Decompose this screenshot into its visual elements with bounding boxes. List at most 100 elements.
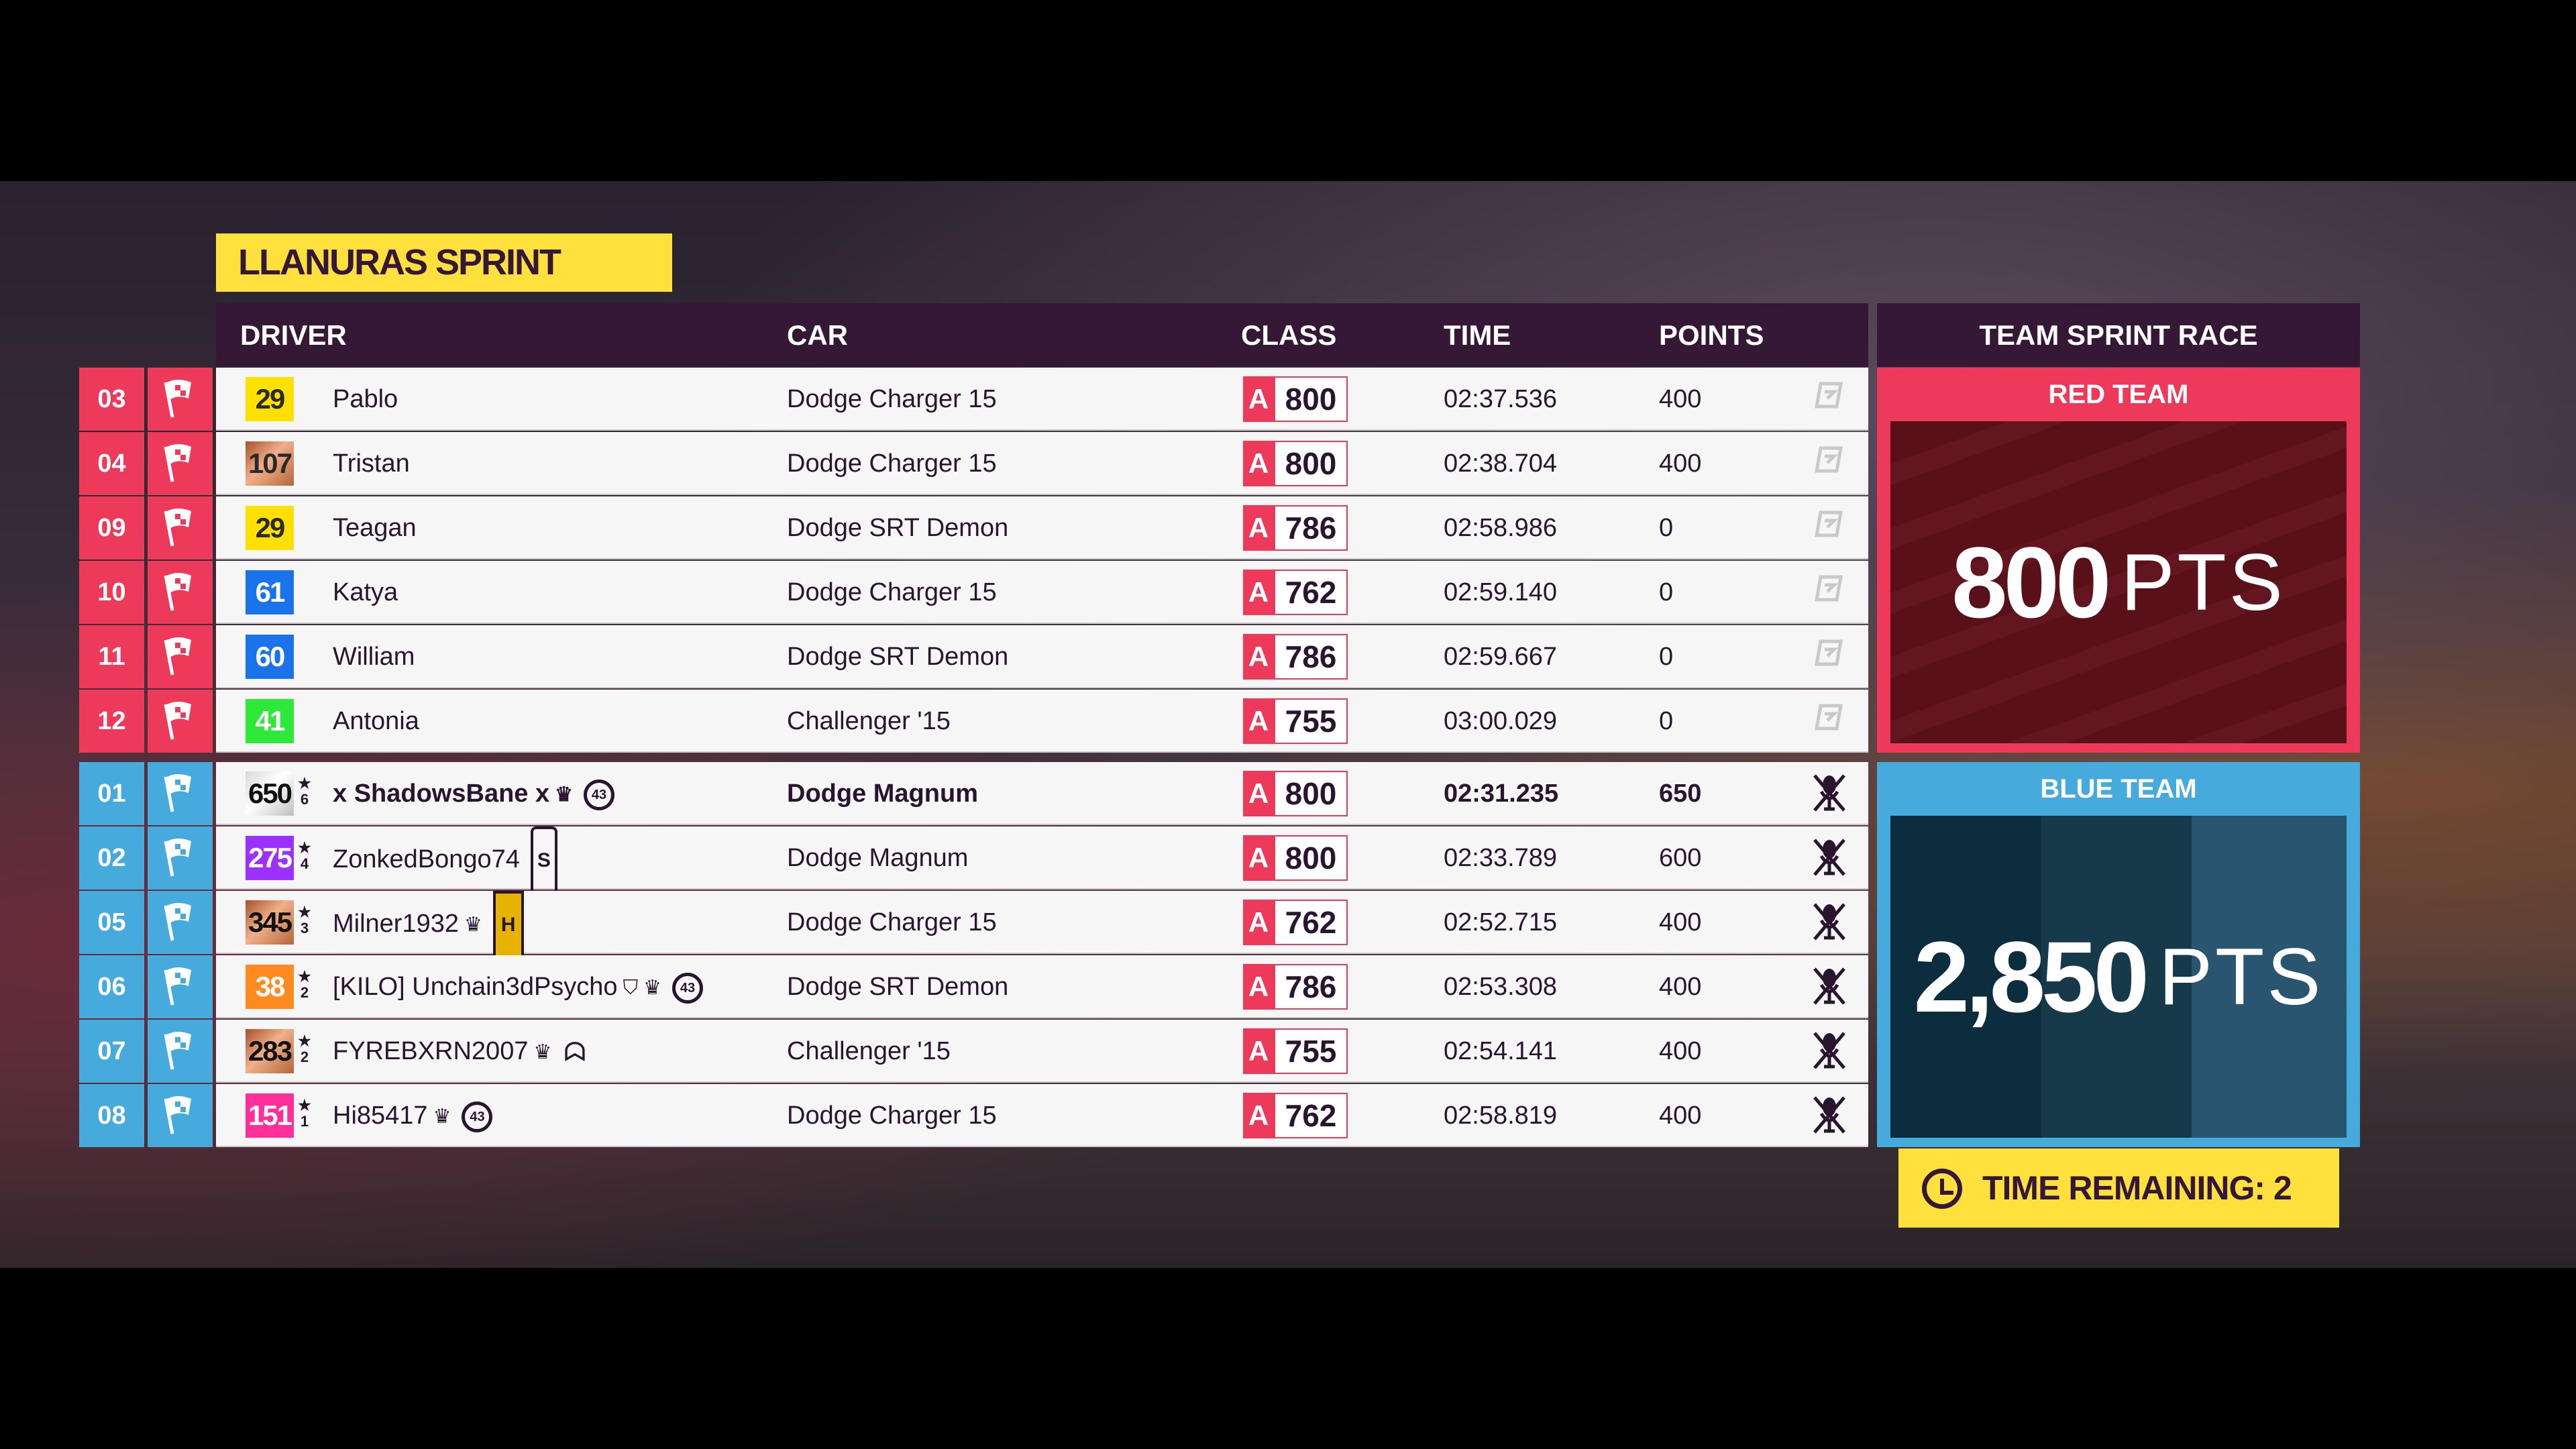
row-cell: 29 Pablo Dodge Charger 15 A 800 02:37.536 400: [216, 368, 1868, 431]
blue-team-score-unit: PTS: [2158, 932, 2324, 1022]
driver-level-badge: 29: [246, 506, 294, 550]
mic-muted-icon[interactable]: [1806, 966, 1853, 1013]
time-remaining: TIME REMAINING: 2: [1898, 1148, 2339, 1228]
table-row[interactable]: 12 41 Antonia Challenger '15 A 755 03:00.029 0: [0, 690, 2576, 754]
table-row[interactable]: 08 151 ★ 1 Hi85417 ♛ 43 Dodge Charger 15 A 762 02:…: [0, 1084, 2576, 1148]
driver-name[interactable]: [KILO] Unchain3dPsycho ⛉ ♛ 43: [333, 955, 703, 1020]
star-level: ★ 2: [298, 969, 311, 1001]
row-cell: 275 ★ 4 ZonkedBongo74 S Dodge Magnum A 800 02:33…: [216, 826, 1868, 895]
car-name: Dodge SRT Demon: [787, 514, 1009, 542]
driver-name-text: William: [333, 643, 415, 671]
driver-name-text: x ShadowsBane x: [333, 780, 550, 808]
table-row[interactable]: 01 650 ★ 6 x ShadowsBane x ♛ 43 Dodge Magnum A 80…: [0, 762, 2576, 826]
driver-name-text: Hi85417: [333, 1102, 428, 1130]
star-count: 2: [300, 1049, 309, 1065]
star-icon: ★: [298, 839, 311, 856]
blue-team-panel: BLUE TEAM 2,850 PTS: [1877, 762, 2360, 1147]
star-level: ★ 6: [298, 775, 311, 808]
performance-index: 786: [1274, 505, 1348, 551]
driver-name[interactable]: x ShadowsBane x ♛ 43: [333, 762, 615, 826]
star-count: 3: [300, 920, 309, 936]
driver-level-badge: 60: [246, 635, 294, 679]
team-flag-icon: [148, 1020, 213, 1083]
driver-name[interactable]: Tristan: [333, 432, 410, 495]
mic-muted-icon[interactable]: [1806, 1030, 1853, 1077]
race-time: 02:53.308: [1444, 973, 1558, 1001]
race-time: 02:37.536: [1444, 385, 1558, 413]
table-row[interactable]: 11 60 William Dodge SRT Demon A 786 02:59.667 0: [0, 625, 2576, 690]
drivatar-icon: [1806, 572, 1853, 612]
driver-name[interactable]: Katya: [333, 561, 398, 624]
crown-icon: ♛: [533, 1040, 552, 1063]
performance-index: 800: [1274, 441, 1348, 486]
row-cell: 345 ★ 3 Milner1932 ♛ H Dodge Charger 15 A 762 02:…: [216, 891, 1868, 959]
team-flag-icon: [148, 891, 213, 954]
table-row[interactable]: 02 275 ★ 4 ZonkedBongo74 S Dodge Magnum A 800 02:…: [0, 826, 2576, 895]
driver-name-text: Milner1932: [333, 910, 459, 938]
race-points: 0: [1659, 578, 1674, 606]
class-letter: A: [1243, 698, 1274, 744]
driver-name-text: Antonia: [333, 707, 419, 735]
car-name: Dodge SRT Demon: [787, 643, 1009, 671]
col-points: POINTS: [1659, 319, 1764, 351]
driver-level-badge: 61: [246, 570, 294, 614]
driver-level-badge: 41: [246, 699, 294, 743]
driver-name[interactable]: Antonia: [333, 690, 419, 753]
performance-index: 800: [1274, 376, 1348, 422]
race-time: 02:59.140: [1444, 578, 1558, 606]
performance-index: 755: [1274, 698, 1348, 744]
shield-icon: ⛉: [623, 976, 639, 999]
performance-index: 762: [1274, 900, 1348, 945]
event-title: LLANURAS SPRINT: [216, 233, 672, 292]
team-flag-icon: [148, 1084, 213, 1147]
row-cell: 41 Antonia Challenger '15 A 755 03:00.029 0: [216, 690, 1868, 753]
table-row[interactable]: 06 38 ★ 2 [KILO] Unchain3dPsycho ⛉ ♛ 43 Dodge SR…: [0, 955, 2576, 1020]
class-letter: A: [1243, 376, 1274, 422]
table-row[interactable]: 05 345 ★ 3 Milner1932 ♛ H Dodge Charger 15 A 762 0…: [0, 891, 2576, 959]
table-row[interactable]: 10 61 Katya Dodge Charger 15 A 762 02:59.140 0: [0, 561, 2576, 625]
driver-name[interactable]: Teagan: [333, 496, 417, 559]
crown-icon: ♛: [555, 783, 574, 806]
race-points: 400: [1659, 449, 1702, 478]
star-level: ★ 1: [298, 1097, 311, 1130]
team-flag-icon: [148, 561, 213, 624]
driver-level-badge: 151: [246, 1093, 294, 1138]
table-row[interactable]: 03 29 Pablo Dodge Charger 15 A 800 02:37.536 40…: [0, 368, 2576, 432]
driver-name[interactable]: William: [333, 625, 415, 688]
race-time: 02:54.141: [1444, 1037, 1558, 1065]
mic-muted-icon[interactable]: [1806, 837, 1853, 884]
driver-name[interactable]: FYREBXRN2007 ♛ ᗣ: [333, 1020, 586, 1084]
car-name: Dodge Magnum: [787, 780, 978, 808]
team-flag-icon: [148, 625, 213, 688]
club-43-icon: 43: [584, 779, 615, 810]
mic-muted-icon[interactable]: [1806, 773, 1853, 820]
performance-index: 762: [1274, 1093, 1348, 1138]
table-row[interactable]: 09 29 Teagan Dodge SRT Demon A 786 02:58.986 0: [0, 496, 2576, 561]
col-time: TIME: [1444, 319, 1511, 351]
class-letter: A: [1243, 900, 1274, 945]
driver-name-text: [KILO] Unchain3dPsycho: [333, 973, 618, 1001]
clock-icon: [1922, 1169, 1962, 1209]
car-name: Challenger '15: [787, 1037, 951, 1065]
side-header: TEAM SPRINT RACE: [1877, 303, 2360, 367]
drivatar-icon: [1806, 507, 1853, 547]
race-time: 02:52.715: [1444, 908, 1558, 936]
class-letter: A: [1243, 441, 1274, 486]
race-points: 0: [1659, 514, 1674, 542]
driver-name[interactable]: ZonkedBongo74 S: [333, 826, 557, 895]
table-row[interactable]: 07 283 ★ 2 FYREBXRN2007 ♛ ᗣ Challenger '15 A 755 0…: [0, 1020, 2576, 1084]
star-level: ★ 2: [298, 1033, 311, 1065]
s-shield-icon: S: [530, 826, 557, 895]
red-team-score-unit: PTS: [2121, 537, 2286, 627]
driver-name[interactable]: Pablo: [333, 368, 398, 431]
race-points: 0: [1659, 707, 1674, 735]
car-name: Dodge SRT Demon: [787, 973, 1009, 1001]
mic-muted-icon[interactable]: [1806, 1095, 1853, 1142]
table-row[interactable]: 04 107 Tristan Dodge Charger 15 A 800 02:38.70…: [0, 432, 2576, 496]
driver-name[interactable]: Hi85417 ♛ 43: [333, 1084, 493, 1148]
position: 03: [79, 368, 144, 431]
driver-name[interactable]: Milner1932 ♛ H: [333, 891, 524, 959]
mic-muted-icon[interactable]: [1806, 902, 1853, 949]
team-flag-icon: [148, 690, 213, 753]
team-flag-icon: [148, 955, 213, 1018]
